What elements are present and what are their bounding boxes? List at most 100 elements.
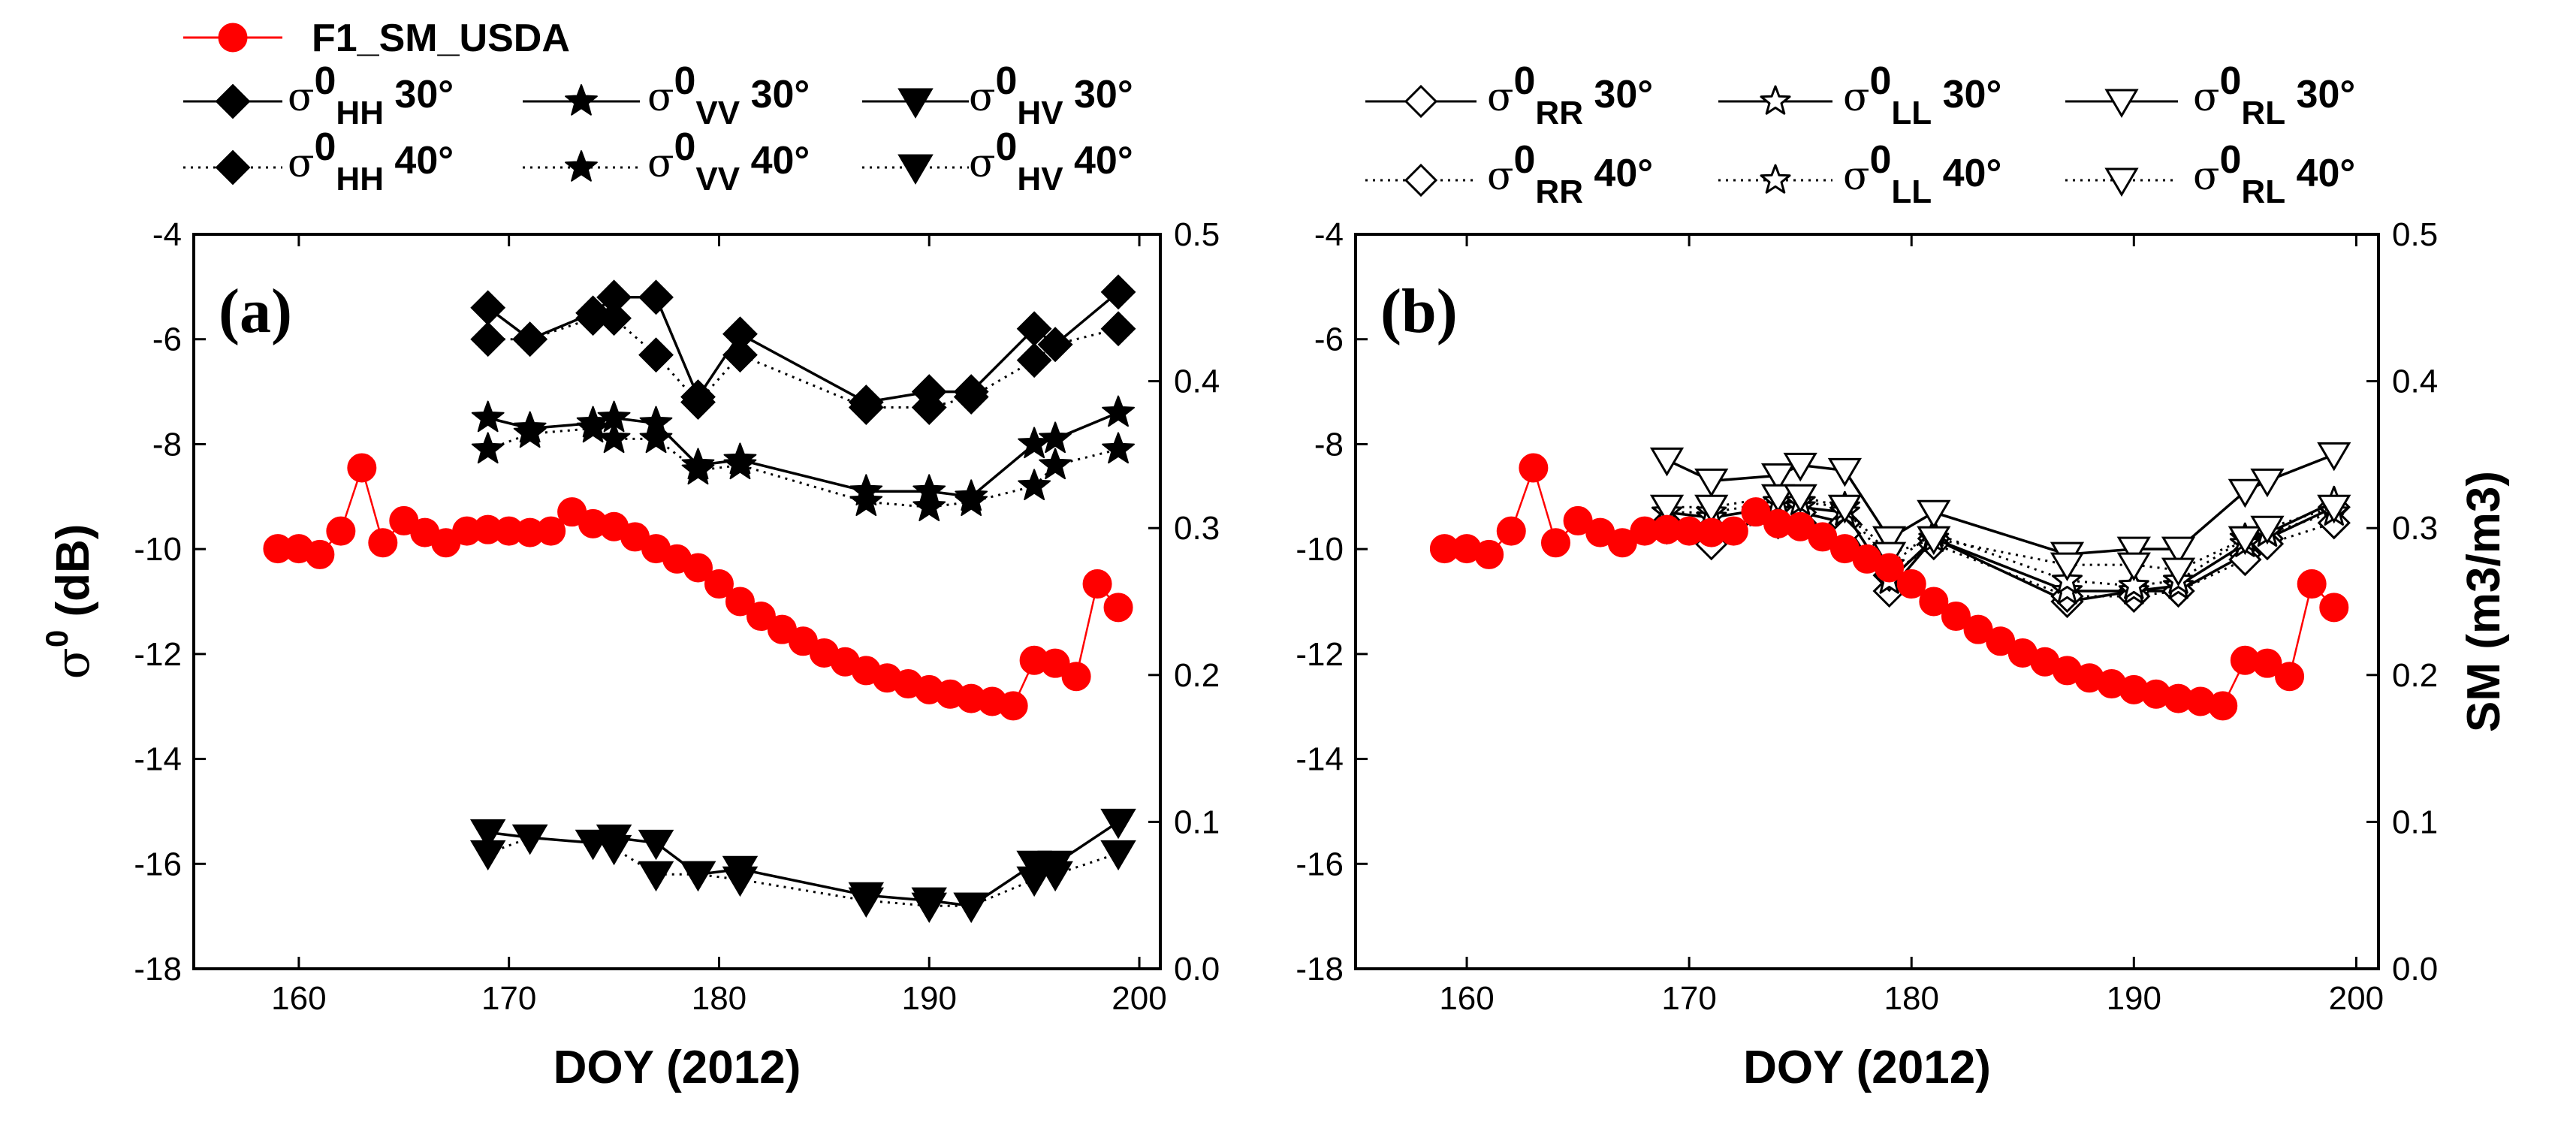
legend-sup: 0 [315, 125, 336, 169]
data-point [469, 819, 506, 850]
y-tick-label: -12 [134, 636, 182, 673]
x-tick-label: 200 [1112, 980, 1166, 1017]
legend-symbol: σ [2193, 75, 2220, 120]
legend-label: F1_SM_USDA [312, 17, 570, 60]
y-axis-title-symbol: σ [45, 647, 100, 679]
legend-marker [2104, 167, 2139, 197]
y2-tick-label: 0.5 [2392, 216, 2438, 253]
legend-sup: 0 [674, 59, 696, 103]
series-f1-sm-usda [1429, 453, 2349, 721]
data-point [955, 484, 988, 517]
x-tick-label: 170 [481, 980, 536, 1017]
data-point [638, 861, 674, 892]
data-point [1783, 484, 1817, 514]
x-tick-label: 180 [692, 980, 747, 1017]
legend-symbol: σ [969, 141, 996, 186]
data-point [471, 432, 505, 464]
x-tick-label: 180 [1884, 980, 1939, 1017]
legend-sub: HH [336, 95, 384, 131]
data-point [1540, 528, 1570, 558]
y-tick-label: -14 [1296, 741, 1344, 778]
y-tick-label: -10 [1296, 531, 1344, 568]
data-point [639, 421, 673, 454]
data-point [1872, 526, 1907, 556]
data-point [2319, 593, 2349, 623]
legend-sub: RL [2241, 95, 2285, 131]
data-point [2228, 478, 2262, 508]
data-point [1039, 421, 1072, 454]
data-point [368, 528, 398, 558]
legend-marker [1760, 164, 1791, 194]
data-point [638, 279, 674, 315]
legend-sub: LL [1891, 173, 1932, 210]
data-point [1016, 866, 1052, 897]
legend-marker [218, 23, 248, 53]
series--0rl-30- [1649, 442, 2351, 572]
legend-label: σ0LL 30° [1843, 59, 2001, 131]
legend-angle: 30° [740, 73, 810, 116]
legend-sup: 0 [674, 125, 696, 169]
data-point [2161, 536, 2196, 566]
legend-label: σ0HV 30° [969, 59, 1133, 131]
legend-marker [215, 149, 251, 185]
y-tick-label: -14 [134, 741, 182, 778]
x-tick-label: 190 [902, 980, 957, 1017]
data-point [953, 892, 989, 924]
data-point [1919, 587, 1949, 617]
legend-symbol: σ [647, 75, 674, 120]
legend-label: σ0RL 40° [2193, 138, 2355, 210]
series--0hh-40- [470, 300, 1136, 425]
data-point [1896, 569, 1926, 599]
data-point [2116, 552, 2151, 582]
data-point [2317, 494, 2351, 524]
legend-sub: HH [336, 161, 384, 198]
data-point [597, 421, 631, 454]
legend-label: σ0VV 30° [647, 59, 810, 131]
data-point [1018, 469, 1051, 501]
legend-angle: 40° [1932, 152, 2001, 195]
y2-axis-title: SM (m3/m3) [2458, 471, 2510, 732]
data-point [2228, 526, 2262, 556]
data-point [2250, 468, 2285, 498]
plot-frame [1354, 233, 2380, 970]
y-tick-label: -6 [152, 321, 182, 358]
data-point [1760, 463, 1796, 493]
x-tick-label: 160 [1439, 980, 1494, 1017]
y-tick-label: -4 [152, 216, 182, 253]
data-point [746, 602, 776, 632]
legend-angle: 30° [2285, 73, 2355, 116]
data-point [912, 490, 946, 522]
y-tick-label: -18 [134, 951, 182, 988]
data-point [2297, 569, 2327, 599]
legend-label: σ0HV 40° [969, 125, 1133, 198]
data-point [2052, 575, 2083, 605]
legend-marker [565, 150, 598, 182]
data-point [1718, 516, 1748, 546]
data-point [722, 337, 758, 373]
x-tick-label: 190 [2107, 980, 2161, 1017]
legend-marker [1404, 84, 1438, 119]
data-point [2118, 569, 2149, 599]
y2-tick-label: 0.0 [1174, 951, 1220, 988]
data-point [1827, 457, 1863, 487]
data-point [2252, 648, 2282, 678]
legend-b: σ0RR 30° σ0LL 30° σ0RL 30°σ0RR 40° σ0LL 40°… [1365, 59, 2355, 210]
legend-sub: LL [1891, 95, 1932, 131]
legend-sup: 0 [996, 59, 1018, 103]
legend-marker [1760, 85, 1791, 115]
data-point [576, 411, 610, 443]
legend-angle: 30° [1932, 73, 2001, 116]
data-point [1102, 395, 1135, 427]
series--0hv-40- [469, 824, 1136, 924]
legend-sub: RL [2241, 173, 2285, 210]
data-point [1100, 840, 1136, 871]
legend-sup: 0 [2220, 138, 2242, 182]
data-point [2161, 557, 2196, 587]
legend-symbol: σ [1487, 75, 1514, 120]
legend-marker [897, 154, 934, 185]
data-point [470, 290, 506, 326]
data-point [1103, 593, 1133, 623]
data-point [848, 887, 885, 918]
data-point [2317, 442, 2351, 472]
